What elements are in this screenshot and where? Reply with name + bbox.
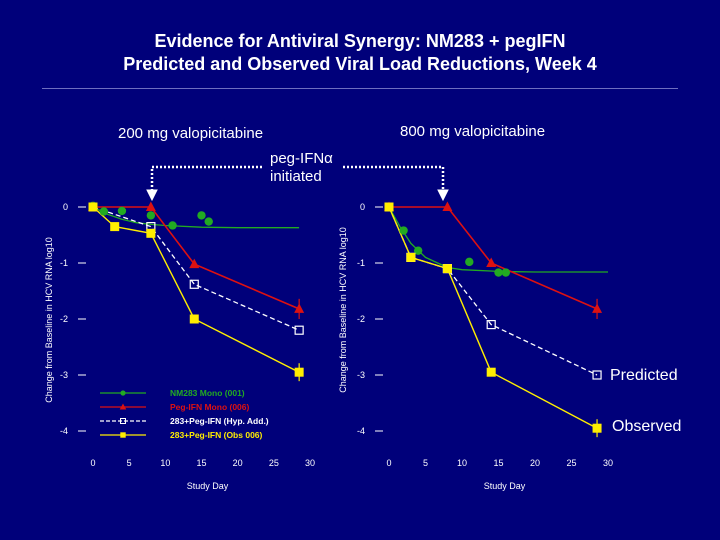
legend-marker (120, 432, 126, 438)
panel2-x-tick-label: 25 (566, 458, 576, 468)
panel1-x-tick-label: 20 (233, 458, 243, 468)
panel1-hyp-add-line (92, 206, 300, 331)
panel1-pegifn-point (189, 258, 200, 269)
predicted-label: Predicted (610, 367, 678, 384)
panel1-obs-combo-point (146, 228, 156, 238)
panel1-y-tick-label: -2 (60, 314, 68, 324)
panel2-obs-combo-point (384, 202, 394, 212)
legend-label: Peg-IFN Mono (006) (170, 402, 250, 412)
panel2-y-axis-title: Change from Baseline in HCV RNA log10 (338, 227, 348, 393)
peg-arrowhead-left (146, 189, 158, 202)
panel1-pegifn-point (145, 201, 156, 211)
panel2-x-tick-label: 10 (457, 458, 467, 468)
panel2-obs-combo-line (388, 206, 598, 429)
panel2-y-tick-label: -2 (357, 314, 365, 324)
panel1-nm283-point (99, 207, 109, 216)
legend-label: NM283 Mono (001) (170, 388, 245, 398)
legend-label: 283+Peg-IFN (Obs 006) (170, 430, 263, 440)
peg-arrow-right (343, 165, 445, 193)
panel2-nm283-point (414, 246, 423, 255)
panel1-pegifn-mono-line (93, 206, 300, 310)
legend-label: 283+Peg-IFN (Hyp. Add.) (170, 416, 269, 426)
legend-marker (120, 390, 126, 396)
panel1-nm283-point (117, 206, 127, 216)
panel2-nm283-point (501, 268, 510, 277)
legend-marker (120, 418, 126, 424)
panel2-hyp-add-line (388, 206, 598, 376)
panel2-x-tick-label: 15 (493, 458, 503, 468)
legend-marker (119, 403, 127, 410)
title-divider (42, 88, 678, 89)
panel1-y-axis-title: Change from Baseline in HCV RNA log10 (44, 237, 54, 403)
panel2-nm283-mono-line (388, 206, 608, 273)
panel1-nm283-point (197, 211, 206, 220)
panel2-x-tick-label: 20 (530, 458, 540, 468)
panel2-obs-combo-point (486, 367, 496, 377)
panel2-nm283-point (465, 257, 474, 267)
panel1-x-tick-label: 0 (90, 458, 95, 468)
panel1-y-tick-label: 0 (63, 202, 68, 212)
panel1-x-axis-title: Study Day (187, 481, 229, 491)
panel-right-label: 800 mg valopicitabine (400, 123, 546, 140)
panel1-hyp-add-point (294, 325, 304, 335)
panel2-x-tick-label: 30 (603, 458, 613, 468)
panel2-y-tick-label: -1 (357, 258, 365, 268)
panel1-hyp-add-point (189, 279, 199, 289)
panel1-obs-combo-point (189, 314, 199, 324)
panel1-x-tick-label: 15 (196, 458, 206, 468)
panel2-hyp-add-point (486, 320, 496, 330)
panel2-y-tick-label: 0 (360, 202, 365, 212)
panel1-pegifn-point (294, 303, 305, 313)
panel2-x-tick-label: 5 (423, 458, 428, 468)
peg-arrow-left (150, 165, 262, 193)
panel2-nm283-point (494, 268, 503, 277)
panel1-y-tick-label: -3 (60, 370, 68, 380)
panel1-x-tick-label: 10 (160, 458, 170, 468)
title-line-1: Evidence for Antiviral Synergy: NM283 + … (154, 31, 566, 51)
panel2-hyp-add-point (592, 370, 602, 380)
title-line-2: Predicted and Observed Viral Load Reduct… (123, 54, 597, 74)
panel2-pegifn-point (486, 257, 497, 267)
panel1-nm283-mono-line (92, 206, 300, 229)
panel2-pegifn-mono-line (389, 206, 598, 310)
panel2-pegifn-point (442, 201, 453, 211)
panel1-y-tick-label: -4 (60, 426, 68, 436)
peg-label-line-2: initiated (270, 168, 322, 185)
panel2-x-tick-label: 0 (386, 458, 391, 468)
panel2-x-axis-title: Study Day (484, 481, 526, 491)
panel2-obs-combo-point (442, 264, 452, 274)
panel1-nm283-point (168, 221, 177, 230)
panel1-obs-combo-point (88, 202, 98, 212)
panel2-nm283-point (399, 226, 408, 235)
panel2-pegifn-point (592, 303, 603, 313)
peg-arrowhead-right (437, 189, 449, 202)
panel2-y-tick-label: -3 (357, 370, 365, 380)
panel2-y-tick-label: -4 (357, 426, 365, 436)
panel1-obs-combo-point (294, 367, 304, 377)
panel-left-label: 200 mg valopicitabine (118, 125, 264, 142)
panel1-x-tick-label: 5 (127, 458, 132, 468)
panel2-obs-combo-point (406, 252, 416, 262)
panel1-y-tick-label: -1 (60, 258, 68, 268)
panel1-obs-combo-point (110, 222, 120, 232)
observed-label: Observed (612, 418, 682, 435)
panel2-obs-combo-point (592, 423, 602, 433)
peg-label-line-1: peg-IFNα (270, 150, 333, 167)
slide-title: Evidence for Antiviral Synergy: NM283 + … (0, 30, 720, 76)
panel1-x-tick-label: 25 (269, 458, 279, 468)
panel1-nm283-point (204, 217, 213, 226)
panel1-x-tick-label: 30 (305, 458, 315, 468)
panel1-nm283-point (146, 211, 156, 220)
panel1-obs-combo-line (92, 206, 300, 373)
